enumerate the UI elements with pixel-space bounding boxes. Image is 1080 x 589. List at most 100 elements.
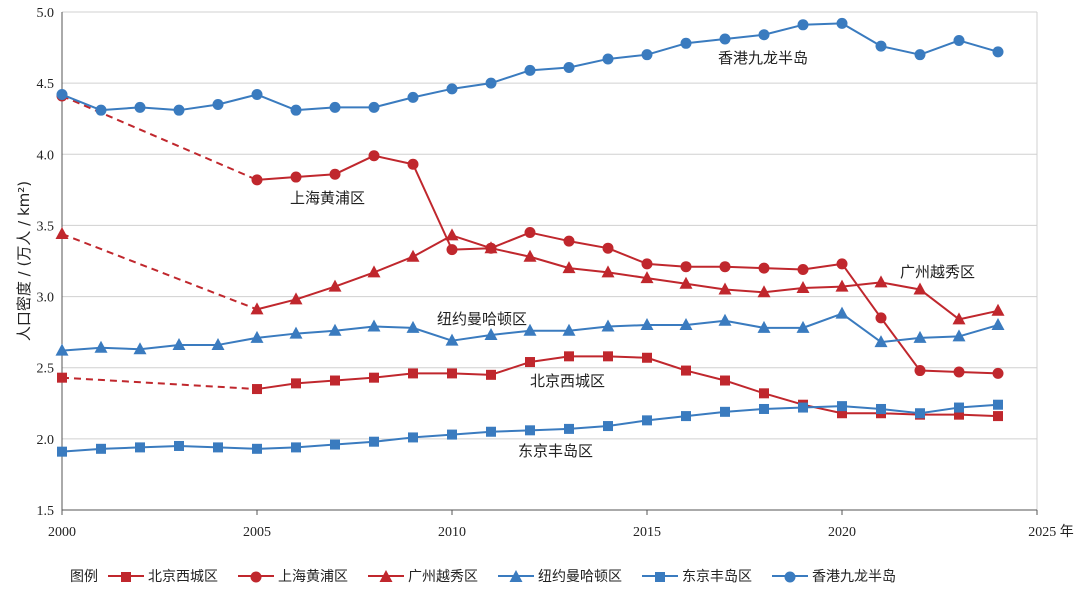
line-segment (724, 407, 765, 413)
line-segment (802, 405, 843, 409)
line-segment (919, 39, 960, 56)
data-point (679, 276, 693, 289)
line-segment (451, 333, 492, 342)
y-tick-label: 2.5 (37, 362, 55, 377)
data-point (484, 241, 498, 254)
data-point (408, 432, 418, 443)
data-point (601, 319, 615, 332)
data-point (329, 168, 341, 180)
line-segment (451, 82, 492, 90)
line-segment (61, 93, 102, 112)
line-segment (958, 324, 999, 338)
data-point (720, 406, 730, 417)
data-point (875, 312, 887, 324)
line-segment (256, 176, 297, 181)
data-point (641, 49, 653, 61)
data-point (523, 323, 537, 336)
line-segment (841, 281, 882, 288)
data-point (681, 411, 691, 422)
data-point (641, 258, 653, 270)
data-point (368, 101, 380, 113)
legend-triangle-icon (498, 570, 534, 582)
data-point (993, 411, 1003, 422)
data-point (57, 372, 67, 383)
data-point (524, 64, 536, 76)
data-point (640, 318, 654, 331)
series-3 (55, 306, 1005, 356)
legend-item: 广州越秀区 (368, 566, 478, 586)
line-segment (334, 154, 375, 176)
data-point (602, 53, 614, 65)
line-segment (295, 329, 336, 335)
data-point (718, 282, 732, 295)
data-point (524, 227, 536, 239)
line-segment (880, 407, 921, 415)
line-segment (685, 282, 726, 291)
line-segment (334, 325, 375, 332)
data-point (56, 89, 68, 101)
data-point (291, 378, 301, 389)
line-segment (568, 425, 609, 430)
legend-item: 东京丰岛区 (642, 566, 752, 586)
data-point (447, 429, 457, 440)
data-point (174, 440, 184, 451)
data-point (992, 46, 1004, 58)
data-point (757, 285, 771, 298)
line-segment (412, 326, 453, 342)
data-point (915, 408, 925, 419)
line-segment (412, 87, 453, 99)
legend-square-icon (642, 572, 678, 582)
data-point (290, 171, 302, 183)
x-tick-label: 2025 年 (1028, 524, 1074, 540)
data-point (874, 275, 888, 288)
line-segment (373, 325, 414, 329)
legend-label: 北京西城区 (148, 569, 218, 585)
line-segment (295, 443, 336, 449)
legend-label: 纽约曼哈顿区 (538, 569, 622, 585)
line-segment (295, 173, 336, 179)
data-point (837, 408, 847, 419)
line-segment (958, 309, 999, 321)
series-annotation: 广州越秀区 (900, 263, 975, 281)
line-segment (607, 247, 648, 265)
y-tick-label: 1.5 (37, 504, 55, 519)
y-tick-label: 4.5 (37, 77, 55, 92)
legend-triangle-icon (368, 570, 404, 582)
legend-circle-icon (772, 571, 808, 583)
data-point (135, 442, 145, 453)
data-point (211, 337, 225, 350)
dashed-segment (61, 376, 258, 391)
line-segment (880, 336, 921, 344)
line-segment (607, 355, 648, 359)
line-segment (373, 436, 414, 443)
line-segment (295, 379, 336, 385)
data-point (406, 320, 420, 333)
legend-label: 上海黄浦区 (278, 569, 348, 585)
data-point (252, 443, 262, 454)
line-segment (334, 440, 375, 446)
data-point (876, 403, 886, 414)
legend-marker (655, 572, 665, 582)
line-segment (919, 369, 960, 373)
line-segment (763, 406, 804, 410)
line-segment (373, 255, 414, 274)
line-segment (958, 370, 999, 375)
data-point (486, 426, 496, 437)
data-point (291, 442, 301, 453)
line-segment (412, 163, 453, 251)
data-point (798, 402, 808, 413)
legend-label: 香港九龙半岛 (812, 569, 896, 585)
data-point (680, 261, 692, 273)
line-segment (685, 369, 726, 382)
legend-label: 东京丰岛区 (682, 569, 752, 585)
data-point (719, 33, 731, 45)
line-segment (568, 57, 609, 69)
series-annotation: 香港九龙半岛 (718, 49, 808, 67)
line-segment (490, 231, 531, 250)
data-point (368, 150, 380, 162)
data-point (835, 306, 849, 319)
data-point (564, 423, 574, 434)
data-point (720, 375, 730, 386)
line-segment (802, 262, 843, 271)
line-segment (724, 288, 765, 294)
